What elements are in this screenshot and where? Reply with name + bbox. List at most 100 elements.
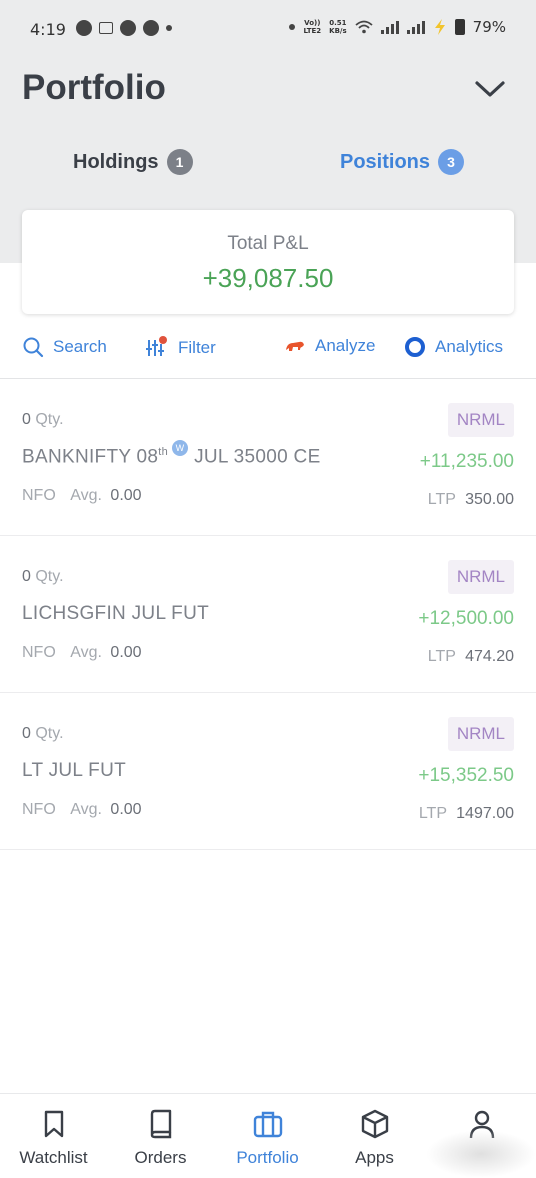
position-qty: 0 Qty. <box>22 725 64 743</box>
position-meta: NFO Avg. 0.00 <box>22 644 142 662</box>
nav-orders-label: Orders <box>134 1148 187 1167</box>
position-symbol: BANKNIFTY 08th W JUL 35000 CE <box>22 440 321 468</box>
nav-apps-label: Apps <box>355 1148 394 1167</box>
qty-value: 0 <box>22 568 31 585</box>
network-speed: 0.51 KB/s <box>329 19 346 35</box>
exchange-label: NFO <box>22 801 56 818</box>
battery-percent: 79% <box>472 18 506 36</box>
ltp-label: LTP <box>427 491 456 508</box>
nav-orders[interactable]: Orders <box>107 1108 214 1168</box>
speed-unit: KB/s <box>329 27 347 35</box>
signal-1-icon <box>380 20 399 34</box>
avg-label: Avg. <box>70 487 102 504</box>
symbol-prefix: BANKNIFTY 08 <box>22 446 159 468</box>
signal-2-icon <box>406 20 425 34</box>
analytics-ring-icon <box>405 337 425 357</box>
cube-icon <box>361 1109 388 1139</box>
tab-positions[interactable]: Positions 3 <box>340 136 465 188</box>
filter-sliders-icon <box>146 336 167 356</box>
position-pnl: +12,500.00 <box>418 608 514 629</box>
status-bar: 4:19 Vo)) LTE2 0.51 KB/s <box>0 0 536 58</box>
chat-bubble-icon <box>76 20 92 36</box>
position-pnl: +11,235.00 <box>419 451 514 472</box>
analyze-label: Analyze <box>315 336 376 355</box>
message-icon <box>143 20 159 36</box>
nav-apps[interactable]: Apps <box>321 1108 428 1168</box>
product-badge: NRML <box>447 403 514 437</box>
search-icon <box>23 337 44 358</box>
wifi-icon <box>355 20 373 34</box>
total-pnl-value: +39,087.50 <box>202 263 334 293</box>
position-symbol: LT JUL FUT <box>22 760 126 781</box>
tab-holdings-label: Holdings <box>73 150 159 173</box>
more-notifications-dot-icon <box>166 25 172 31</box>
bookmark-icon <box>44 1110 63 1138</box>
volte-label: Vo)) <box>304 19 321 27</box>
position-meta: NFO Avg. 0.00 <box>22 801 142 819</box>
position-pnl: +15,352.50 <box>418 765 514 786</box>
positions-count-badge: 3 <box>438 149 465 175</box>
page-title: Portfolio <box>22 68 166 107</box>
search-label: Search <box>53 337 107 356</box>
position-row[interactable]: 0 Qty. LICHSGFIN JUL FUT NFO Avg. 0.00 N… <box>0 536 536 693</box>
ltp-value: 1497.00 <box>456 805 514 822</box>
volte-indicator: Vo)) LTE2 <box>303 19 321 35</box>
app-notification-icon <box>120 20 136 36</box>
book-icon <box>150 1109 171 1139</box>
analytics-label: Analytics <box>435 337 504 356</box>
total-pnl-card: Total P&L +39,087.50 <box>22 210 514 314</box>
filter-label: Filter <box>178 338 216 357</box>
product-badge: NRML <box>447 717 514 751</box>
nav-portfolio-label: Portfolio <box>236 1148 299 1167</box>
holdings-count-badge: 1 <box>166 149 193 175</box>
avg-value: 0.00 <box>110 801 142 818</box>
tab-positions-label: Positions <box>340 150 431 173</box>
notification-icons <box>76 20 172 36</box>
symbol-suffix: JUL 35000 CE <box>194 446 321 468</box>
qty-unit: Qty. <box>35 411 64 428</box>
exchange-label: NFO <box>22 644 56 661</box>
position-row[interactable]: 0 Qty. LT JUL FUT NFO Avg. 0.00 NRML +15… <box>0 693 536 850</box>
chevron-down-icon[interactable] <box>474 78 506 100</box>
total-pnl-label: Total P&L <box>227 233 309 254</box>
qty-value: 0 <box>22 411 31 428</box>
qty-unit: Qty. <box>35 725 64 742</box>
ltp-label: LTP <box>427 648 456 665</box>
avg-value: 0.00 <box>110 644 142 661</box>
position-ltp: LTP 474.20 <box>428 648 514 666</box>
sim-notification-icon <box>99 22 113 34</box>
symbol-ordinal: th <box>158 446 169 458</box>
position-symbol: LICHSGFIN JUL FUT <box>22 603 210 624</box>
avg-label: Avg. <box>70 644 102 661</box>
position-meta: NFO Avg. 0.00 <box>22 487 142 505</box>
tab-holdings[interactable]: Holdings 1 <box>73 136 193 188</box>
status-dot-icon <box>289 24 296 30</box>
analyze-button[interactable]: Analyze <box>284 336 375 356</box>
qty-value: 0 <box>22 725 31 742</box>
blurred-region <box>426 1130 536 1178</box>
position-qty: 0 Qty. <box>22 411 64 429</box>
position-qty: 0 Qty. <box>22 568 64 586</box>
positions-list: 0 Qty. BANKNIFTY 08th W JUL 35000 CE NFO A… <box>0 379 536 850</box>
positions-toolbar: Search Filter Analyze Analytics <box>0 330 536 370</box>
position-ltp: LTP 350.00 <box>428 491 514 509</box>
avg-label: Avg. <box>70 801 102 818</box>
ltp-value: 474.20 <box>465 648 514 665</box>
weekly-expiry-badge: W <box>172 440 189 456</box>
exchange-label: NFO <box>22 487 56 504</box>
bull-icon <box>286 341 304 351</box>
battery-icon <box>454 19 465 35</box>
status-right: Vo)) LTE2 0.51 KB/s 79% <box>289 18 506 36</box>
toolbar-divider <box>0 378 536 379</box>
analytics-button[interactable]: Analytics <box>404 336 503 358</box>
position-row[interactable]: 0 Qty. BANKNIFTY 08th W JUL 35000 CE NFO A… <box>0 379 536 536</box>
nav-portfolio[interactable]: Portfolio <box>214 1108 321 1168</box>
avg-value: 0.00 <box>110 487 142 504</box>
nav-watchlist-label: Watchlist <box>19 1148 88 1167</box>
search-button[interactable]: Search <box>22 336 107 358</box>
qty-unit: Qty. <box>35 568 64 585</box>
portfolio-tabs: Holdings 1 Positions 3 <box>0 136 536 265</box>
nav-watchlist[interactable]: Watchlist <box>0 1108 107 1168</box>
filter-button[interactable]: Filter <box>145 336 216 360</box>
